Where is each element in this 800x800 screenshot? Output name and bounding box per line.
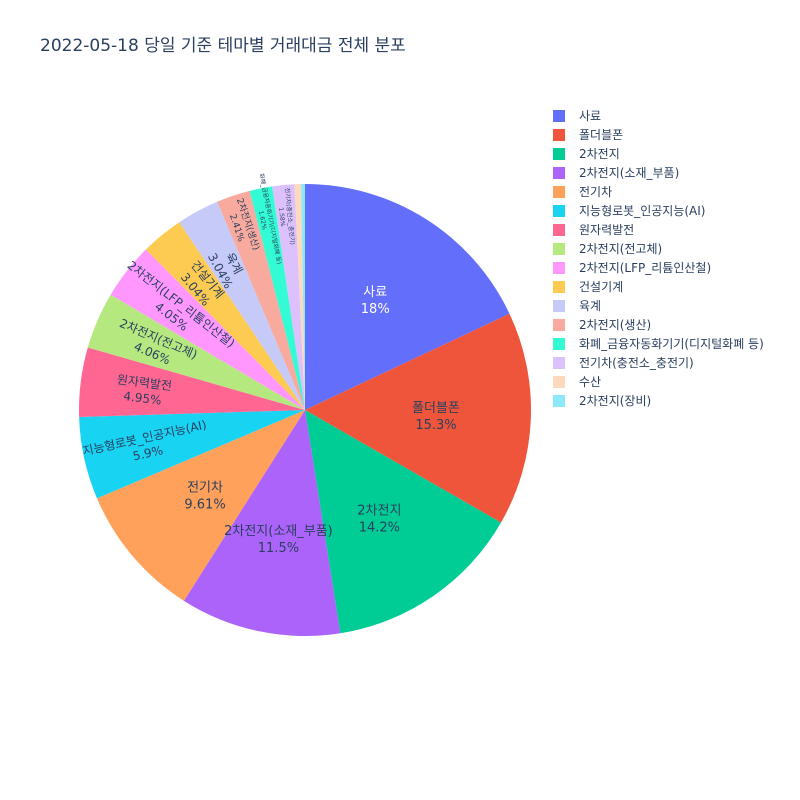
legend-label: 전기차(충전소_충전기): [579, 356, 694, 370]
pie-slice-13[interactable]: [249, 186, 305, 410]
legend-swatch: [553, 242, 565, 255]
legend-swatch: [553, 128, 565, 141]
slice-label-1: 사료 18%: [361, 285, 390, 317]
legend-item-9[interactable]: 2차전지(LFP_리튬인산철): [553, 258, 764, 277]
legend-label: 육계: [579, 299, 602, 313]
legend-swatch: [553, 299, 565, 312]
legend-swatch: [553, 280, 565, 293]
slice-percent-label: 9.61%: [184, 497, 225, 512]
legend-label: 사료: [579, 109, 602, 123]
legend-label: 화폐_금융자동화기기(디지털화폐 등): [579, 337, 764, 351]
pie-slice-15[interactable]: [294, 184, 306, 410]
legend-swatch: [553, 394, 565, 407]
slice-category-label: 2차전지(소재_부품): [224, 524, 333, 539]
legend-item-10[interactable]: 건설기계: [553, 277, 764, 296]
legend-item-1[interactable]: 사료: [553, 106, 764, 125]
legend-swatch: [553, 337, 565, 350]
legend-swatch: [553, 375, 565, 388]
legend-label: 2차전지(전고체): [579, 242, 663, 256]
pie-slice-11[interactable]: [179, 201, 305, 410]
legend-swatch: [553, 204, 565, 217]
legend-item-2[interactable]: 폴더블폰: [553, 125, 764, 144]
pie-slice-4[interactable]: [183, 410, 341, 637]
legend-item-15[interactable]: 수산: [553, 372, 764, 391]
legend-label: 2차전지: [579, 147, 620, 161]
legend-label: 2차전지(LFP_리튬인산철): [579, 261, 712, 275]
legend-swatch: [553, 147, 565, 160]
legend-item-12[interactable]: 2차전지(생산): [553, 315, 764, 334]
chart-title: 2022-05-18 당일 기준 테마별 거래대금 전체 분포: [40, 36, 406, 56]
legend-item-14[interactable]: 전기차(충전소_충전기): [553, 353, 764, 372]
pie-slice-10[interactable]: [145, 222, 305, 410]
legend-item-4[interactable]: 2차전지(소재_부품): [553, 163, 764, 182]
slice-percent-label: 1.58%: [277, 207, 286, 227]
legend-label: 2차전지(생산): [579, 318, 652, 332]
pie-slice-1[interactable]: [305, 184, 510, 410]
pie-slice-5[interactable]: [96, 410, 305, 601]
pie-slice-2[interactable]: [305, 313, 532, 523]
legend-label: 수산: [579, 375, 602, 389]
pie-slice-16[interactable]: [301, 183, 305, 410]
legend-label: 2차전지(장비): [579, 394, 652, 408]
slice-label-2: 폴더블폰 15.3%: [412, 401, 460, 433]
legend-swatch: [553, 261, 565, 274]
legend-label: 건설기계: [579, 280, 624, 294]
legend-label: 전기차: [579, 185, 613, 199]
legend-item-11[interactable]: 육계: [553, 296, 764, 315]
slice-percent-label: 1.62%: [257, 210, 268, 230]
legend-swatch: [553, 166, 565, 179]
slice-percent-label: 11.5%: [258, 541, 299, 556]
pie-slice-9[interactable]: [110, 249, 306, 410]
legend-label: 원자력발전: [579, 223, 635, 237]
legend-swatch: [553, 185, 565, 198]
legend-label: 2차전지(소재_부품): [579, 166, 680, 180]
slice-category-label: 원자력발전: [116, 372, 173, 393]
pie-slice-6[interactable]: [79, 410, 305, 499]
pie-slice-7[interactable]: [79, 347, 305, 417]
legend-label: 지능형로봇_인공지능(AI): [579, 204, 706, 218]
slice-category-label: 전기차: [187, 481, 223, 496]
slice-category-label: 폴더블폰: [412, 401, 460, 416]
slice-category-label: 사료: [363, 285, 387, 300]
legend-item-3[interactable]: 2차전지: [553, 144, 764, 163]
slice-percent-label: 4.95%: [123, 389, 163, 408]
legend-item-16[interactable]: 2차전지(장비): [553, 391, 764, 410]
slice-category-label: 2차전지: [357, 504, 401, 519]
legend-item-6[interactable]: 지능형로봇_인공지능(AI): [553, 201, 764, 220]
pie-slice-3[interactable]: [305, 410, 501, 634]
slice-percent-label: 14.2%: [359, 521, 400, 536]
slice-label-3: 2차전지 14.2%: [357, 504, 401, 536]
slice-label-4: 2차전지(소재_부품) 11.5%: [224, 524, 333, 556]
pie-slice-12[interactable]: [217, 190, 305, 410]
legend-item-5[interactable]: 전기차: [553, 182, 764, 201]
pie-slice-14[interactable]: [272, 184, 305, 410]
legend-item-8[interactable]: 2차전지(전고체): [553, 239, 764, 258]
legend-swatch: [553, 223, 565, 236]
legend-swatch: [553, 109, 565, 122]
slice-percent-label: 15.3%: [415, 418, 456, 433]
legend-swatch: [553, 318, 565, 331]
pie-slice-8[interactable]: [87, 294, 305, 410]
slice-percent-label: 18%: [361, 302, 390, 317]
legend-swatch: [553, 356, 565, 369]
slice-percent-label: 5.9%: [132, 443, 165, 463]
legend-label: 폴더블폰: [579, 128, 624, 142]
legend-item-13[interactable]: 화폐_금융자동화기기(디지털화폐 등): [553, 334, 764, 353]
legend-item-7[interactable]: 원자력발전: [553, 220, 764, 239]
